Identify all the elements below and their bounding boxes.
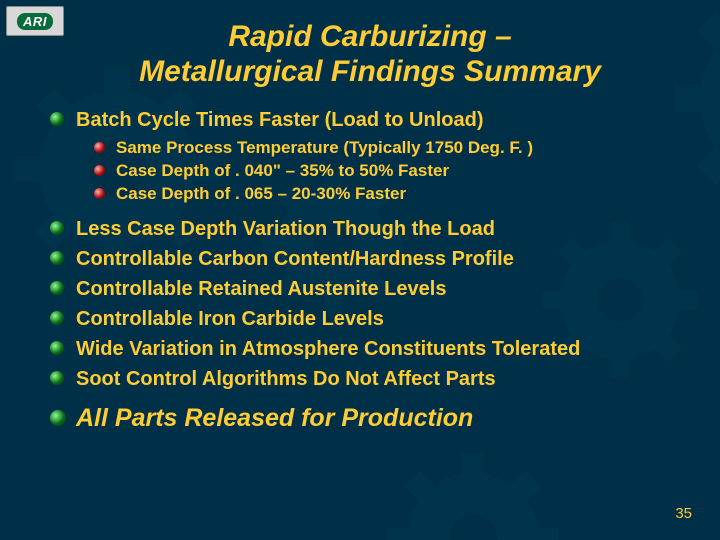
slide-content: Rapid Carburizing – Metallurgical Findin… xyxy=(50,20,690,438)
bullet-1-sub-2: Case Depth of . 040" – 35% to 50% Faster xyxy=(94,160,690,183)
bullet-5: Controllable Iron Carbide Levels xyxy=(50,306,690,332)
bullet-2: Less Case Depth Variation Though the Loa… xyxy=(50,216,690,242)
slide-title: Rapid Carburizing – Metallurgical Findin… xyxy=(50,20,690,89)
page-number: 35 xyxy=(675,505,692,522)
bullet-list: Batch Cycle Times Faster (Load to Unload… xyxy=(50,107,690,392)
bullet-1-text: Batch Cycle Times Faster (Load to Unload… xyxy=(76,109,484,131)
bullet-3: Controllable Carbon Content/Hardness Pro… xyxy=(50,246,690,272)
bullet-7: Soot Control Algorithms Do Not Affect Pa… xyxy=(50,366,690,392)
bullet-1-sub-3: Case Depth of . 065 – 20-30% Faster xyxy=(94,183,690,206)
slide: ARI Rapid Carburizing – Metallurgical Fi… xyxy=(0,0,720,540)
title-line-1: Rapid Carburizing – xyxy=(228,20,511,53)
bullet-4: Controllable Retained Austenite Levels xyxy=(50,276,690,302)
bullet-1-sub-1: Same Process Temperature (Typically 1750… xyxy=(94,137,690,160)
ari-logo-text: ARI xyxy=(17,13,53,30)
bullet-1-sublist: Same Process Temperature (Typically 1750… xyxy=(94,137,690,206)
title-line-2: Metallurgical Findings Summary xyxy=(139,55,601,88)
final-bullet-list: All Parts Released for Production xyxy=(50,402,690,435)
final-bullet: All Parts Released for Production xyxy=(50,402,690,435)
bullet-1: Batch Cycle Times Faster (Load to Unload… xyxy=(50,107,690,206)
bullet-6: Wide Variation in Atmosphere Constituent… xyxy=(50,336,690,362)
